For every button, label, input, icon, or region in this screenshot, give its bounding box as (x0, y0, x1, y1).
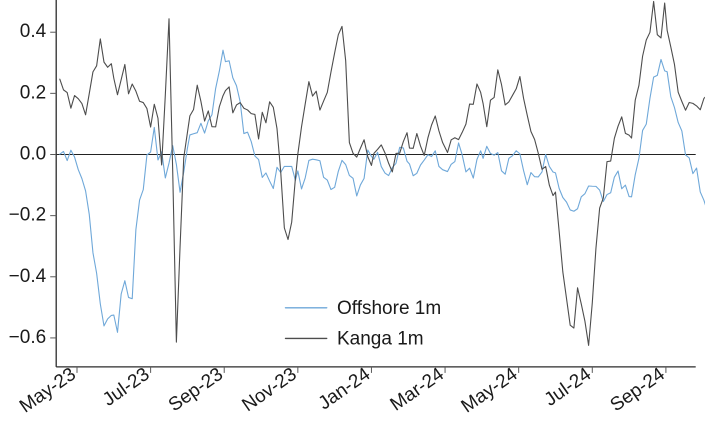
svg-text:−0.4: −0.4 (9, 266, 47, 287)
svg-text:0.0: 0.0 (20, 144, 46, 165)
svg-text:−0.2: −0.2 (9, 205, 47, 226)
svg-text:−0.6: −0.6 (9, 327, 47, 348)
svg-text:Offshore 1m: Offshore 1m (337, 298, 441, 319)
svg-text:0.4: 0.4 (20, 21, 47, 42)
svg-text:Kanga 1m: Kanga 1m (337, 329, 424, 350)
svg-text:0.2: 0.2 (20, 82, 46, 103)
